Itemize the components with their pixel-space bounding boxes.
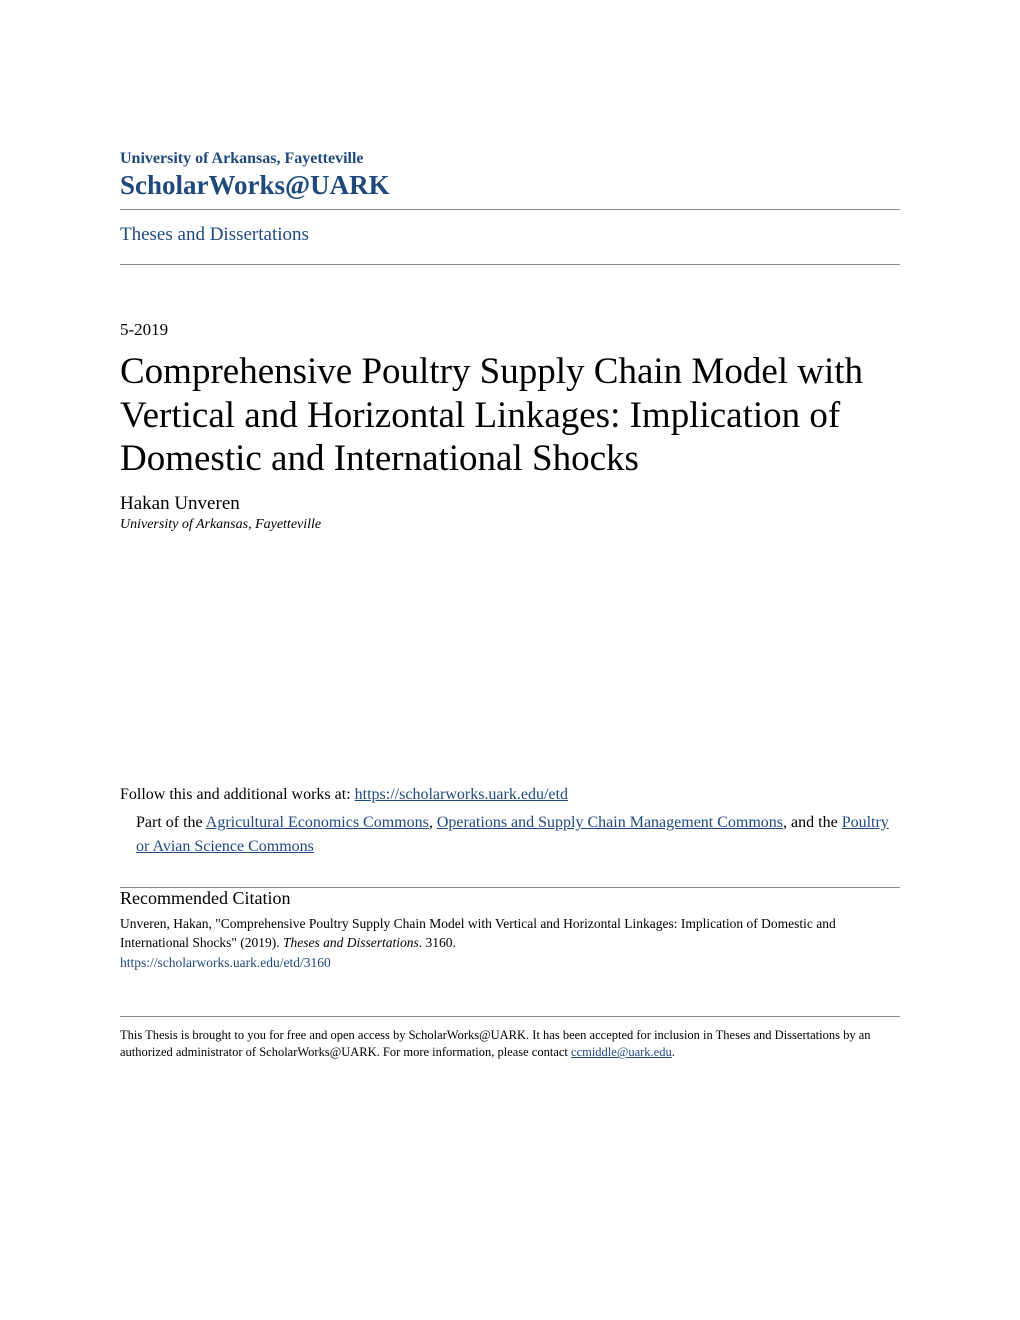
- citation-heading: Recommended Citation: [120, 888, 900, 911]
- separator-2: , and the: [783, 814, 842, 831]
- author-affiliation: University of Arkansas, Fayetteville: [120, 517, 900, 533]
- divider-collection: [120, 264, 900, 265]
- document-title: Comprehensive Poultry Supply Chain Model…: [120, 350, 900, 481]
- institution-name: University of Arkansas, Fayetteville: [120, 150, 900, 168]
- collection-link[interactable]: Theses and Dissertations: [120, 224, 900, 264]
- footer-part1: This Thesis is brought to you for free a…: [120, 1028, 871, 1060]
- contact-email-link[interactable]: ccmiddle@uark.edu: [571, 1045, 672, 1059]
- part-of-line: Part of the Agricultural Economics Commo…: [120, 811, 900, 859]
- commons-link-agricultural[interactable]: Agricultural Economics Commons: [206, 814, 429, 831]
- citation-part1: Unveren, Hakan, "Comprehensive Poultry S…: [120, 916, 836, 950]
- footer-section: This Thesis is brought to you for free a…: [120, 1016, 900, 1062]
- commons-link-operations[interactable]: Operations and Supply Chain Management C…: [437, 814, 783, 831]
- follow-section: Follow this and additional works at: htt…: [120, 783, 900, 859]
- author-name: Hakan Unveren: [120, 493, 900, 515]
- footer-text: This Thesis is brought to you for free a…: [120, 1027, 900, 1062]
- citation-section: Recommended Citation Unveren, Hakan, "Co…: [120, 887, 900, 971]
- citation-part2: . 3160.: [419, 935, 456, 950]
- separator-1: ,: [429, 814, 437, 831]
- divider-top: [120, 209, 900, 210]
- repository-link[interactable]: ScholarWorks@UARK: [120, 170, 900, 209]
- follow-prefix: Follow this and additional works at:: [120, 786, 355, 803]
- footer-part2: .: [672, 1045, 675, 1059]
- citation-series: Theses and Dissertations: [283, 935, 419, 950]
- citation-text: Unveren, Hakan, "Comprehensive Poultry S…: [120, 915, 900, 953]
- citation-url-link[interactable]: https://scholarworks.uark.edu/etd/3160: [120, 955, 900, 971]
- repository-url-link[interactable]: https://scholarworks.uark.edu/etd: [355, 786, 568, 803]
- follow-line: Follow this and additional works at: htt…: [120, 783, 900, 807]
- part-prefix: Part of the: [136, 814, 206, 831]
- publication-date: 5-2019: [120, 320, 900, 340]
